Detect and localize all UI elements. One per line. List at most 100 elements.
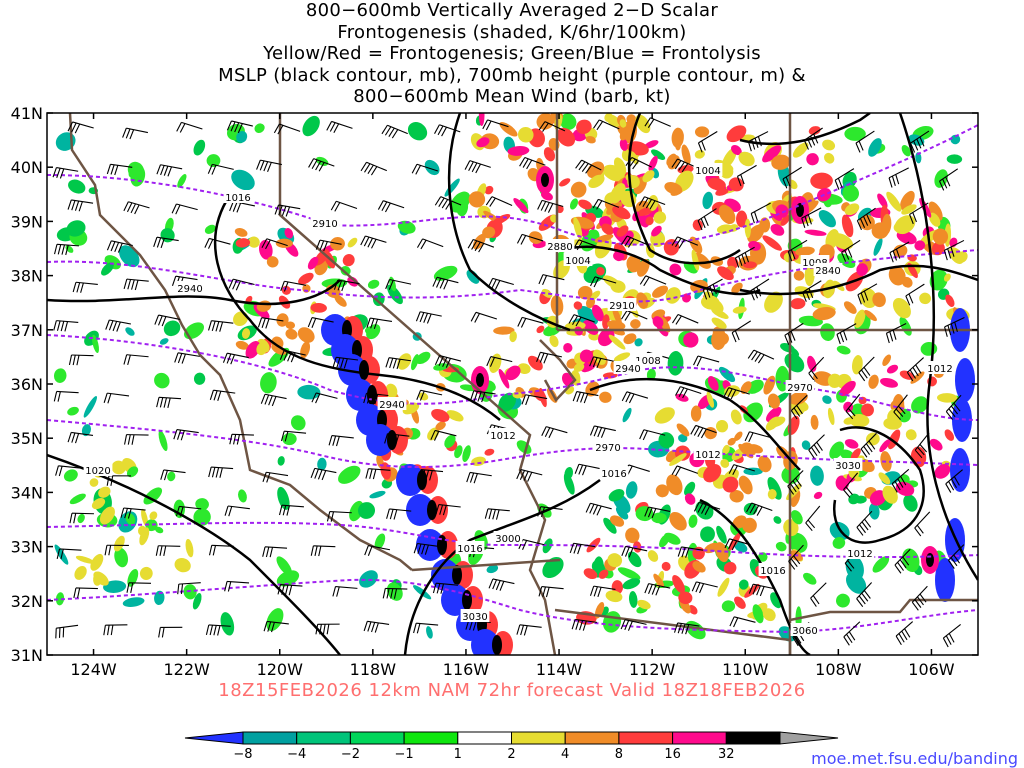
contour-label-bg [563,253,593,266]
wind-barb [574,463,601,476]
shade-cell [716,525,727,544]
barb-feather [592,504,599,515]
barb-feather [384,202,391,213]
shade-cell [919,292,931,305]
barb-feather [639,275,647,285]
barb-feather [682,388,688,399]
wind-barb [856,207,876,231]
shade-cell [612,205,631,220]
x-tick-label: 112W [629,660,676,679]
shade-cell [266,608,284,632]
barb-feather [642,197,649,208]
barb-feather [540,506,545,518]
shade-cell [748,240,761,251]
barb-feather [439,504,444,515]
barb-feather [236,202,242,213]
barb-feather [284,584,289,596]
shade-cell [765,416,781,431]
shade-cell [888,265,906,286]
wind-barb [278,504,304,516]
shade-cell [730,409,742,425]
shade-cell [569,198,579,210]
wind-barb [625,156,652,170]
barb-feather [105,319,110,330]
barb-feather [492,579,498,590]
wind-barb [750,202,771,224]
barb-feather [114,165,119,176]
shade-cell [159,338,169,345]
barb-feather [177,584,180,595]
barb-feather [171,275,177,286]
barb-feather [156,237,162,248]
contour-label-bg [223,190,253,203]
mslp-contour [559,245,761,296]
shade-cell [715,188,729,196]
barb-feather [695,582,701,593]
shade-cell [844,439,859,449]
barb-feather [860,369,868,379]
shade-cell [690,405,702,422]
barb-feather [329,122,336,132]
shade-cell [902,548,920,573]
barb-feather [333,279,339,290]
shade-cell [193,139,206,156]
barb-feather [315,624,319,635]
shade-cell [192,593,202,610]
shade-cell [852,355,863,375]
barb-feather [787,251,793,262]
wind-barb [638,196,666,210]
shade-cell [195,498,209,511]
barb-feather [364,163,371,173]
frontolysis-band [406,494,434,526]
barb-feather [808,288,814,298]
barb-feather [790,249,796,260]
barb-feather [516,624,521,635]
colorbar-swatch [242,731,298,745]
shade-cell [563,342,573,353]
barb-feather [651,584,657,595]
shade-cell [693,252,711,269]
shade-cell [433,363,449,371]
barb-feather [540,201,547,211]
colorbar-label: 16 [664,747,681,762]
barb-feather [856,220,862,231]
barb-feather [420,239,427,250]
shade-cell [573,362,585,372]
shade-cell [614,352,631,362]
contour-label: 1012 [490,431,515,442]
wind-barb [154,314,181,327]
shade-cell [669,511,687,531]
barb-feather [311,159,318,169]
barb-feather [445,358,451,368]
shade-cell [53,368,67,383]
barb-feather [415,165,421,175]
wind-barb [729,616,756,628]
barb-feather [519,157,526,167]
wind-barb [942,623,961,648]
barb-feather [438,197,445,207]
shade-cell [610,280,626,293]
barb-feather [472,620,477,631]
barb-feather [834,179,840,190]
shade-cell [672,574,685,594]
barb-feather [856,527,864,536]
credit-link[interactable]: moe.met.fsu.edu/banding [811,749,1018,768]
wind-barb [386,508,412,520]
barb-feather [441,126,447,137]
barb-feather [469,472,475,483]
barb-feather [159,397,164,408]
barb-feather [65,244,69,256]
barb-feather [492,509,496,520]
barb-feather [697,220,703,231]
barb-feather [474,241,481,252]
barb-feather [443,279,449,290]
barb-feather [124,508,128,519]
wind-barb [787,470,804,495]
barb-feather [57,391,61,402]
barb-feather [374,394,379,405]
shade-cell [397,220,416,234]
y-tick-label: 38N [11,267,43,286]
wind-barb [308,158,335,172]
wind-barb [677,546,704,558]
barb-feather [919,593,927,603]
